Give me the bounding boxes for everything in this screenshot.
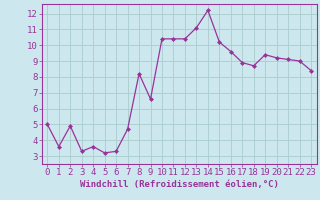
X-axis label: Windchill (Refroidissement éolien,°C): Windchill (Refroidissement éolien,°C) <box>80 180 279 189</box>
